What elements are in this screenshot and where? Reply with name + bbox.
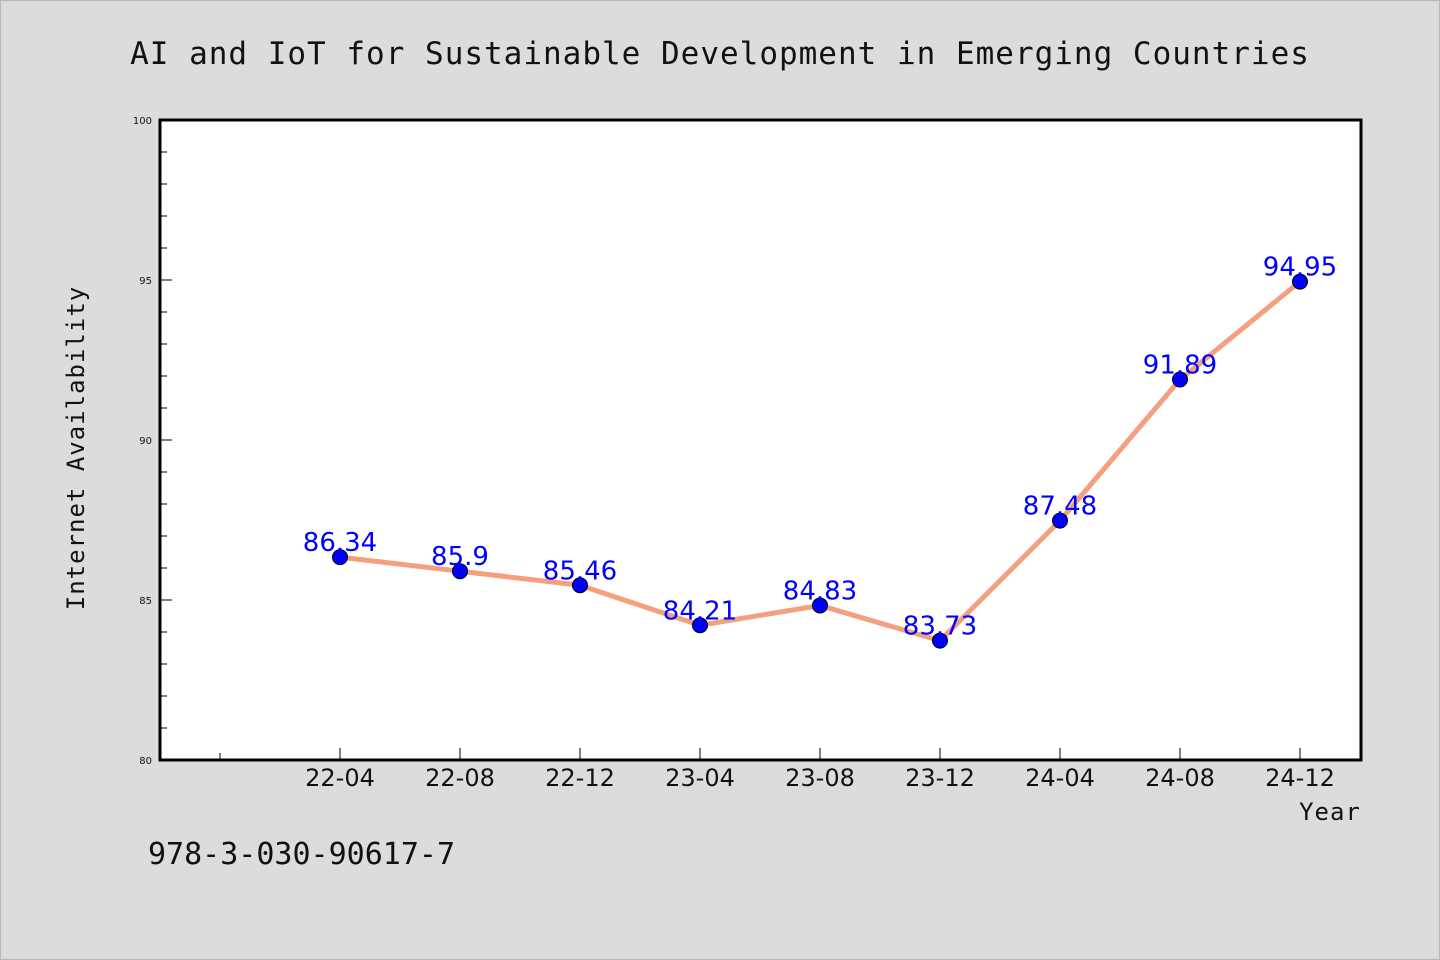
x-tick-label: 23-12	[905, 764, 975, 792]
x-tick-label: 24-12	[1265, 764, 1335, 792]
y-tick-label: 90	[139, 436, 152, 447]
y-tick-label: 95	[139, 276, 152, 287]
data-point	[452, 563, 468, 580]
data-labels: 86.34 85.9 85.46 84.21 84.83 83.73 87.48 91.89 9…	[303, 253, 1337, 642]
x-tick-label: 22-08	[425, 764, 495, 792]
data-point	[332, 549, 348, 566]
y-tick-label: 100	[133, 116, 152, 127]
data-point	[1292, 273, 1308, 290]
isbn-footer: 978-3-030-90617-7	[148, 837, 455, 872]
data-point	[1052, 512, 1068, 529]
plot-area	[158, 118, 1363, 762]
data-point	[572, 577, 588, 594]
y-axis-label: Internet Availability	[62, 286, 90, 610]
x-tick-label: 24-04	[1025, 764, 1095, 792]
series-layer	[332, 273, 1308, 649]
y-tick-label: 85	[139, 596, 152, 607]
data-label: 91.89	[1143, 351, 1217, 381]
x-tick-label: 22-04	[305, 764, 375, 792]
x-axis-label: Year	[1299, 798, 1361, 826]
data-point	[1172, 371, 1188, 388]
x-axis: 22-04 22-08 22-12 23-04 23-08 23-12 24-04 24-08…	[219, 748, 1335, 792]
x-tick-label: 24-08	[1145, 764, 1215, 792]
x-tick-label: 22-12	[545, 764, 615, 792]
data-point	[692, 617, 708, 634]
data-label: 86.34	[303, 528, 377, 558]
y-axis: 80 85 90 95 100	[133, 116, 172, 767]
data-point	[812, 597, 828, 614]
data-label: 94.95	[1263, 253, 1337, 283]
x-tick-label: 23-04	[665, 764, 735, 792]
x-tick-label: 23-08	[785, 764, 855, 792]
data-label: 84.21	[663, 596, 737, 626]
data-label: 87.48	[1023, 492, 1097, 522]
chart-title: AI and IoT for Sustainable Development i…	[130, 36, 1310, 72]
data-label: 84.83	[783, 576, 857, 606]
y-tick-label: 80	[139, 756, 152, 767]
data-label: 85.9	[431, 542, 489, 572]
data-label: 83.73	[903, 612, 977, 642]
data-label: 85.46	[543, 556, 617, 586]
data-point	[932, 632, 948, 649]
